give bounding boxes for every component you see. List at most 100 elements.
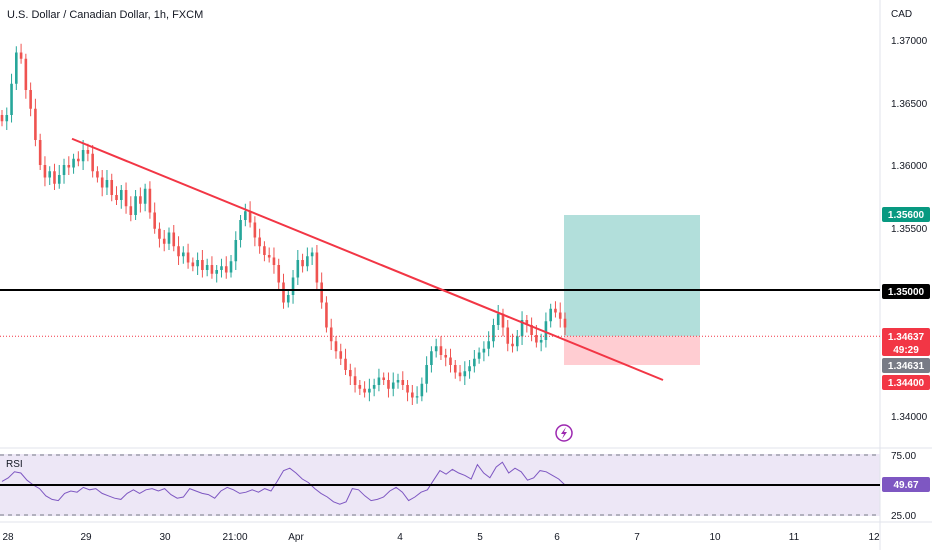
level-price-badge: 1.35000 xyxy=(882,284,930,299)
stop-price-label: 1.34400 xyxy=(888,378,925,389)
candle-body xyxy=(377,377,381,385)
candle-body xyxy=(563,318,567,328)
candle-body xyxy=(558,312,562,319)
x-tick-label: 12 xyxy=(868,532,880,543)
y-tick-label: 1.37000 xyxy=(891,36,928,47)
candle-body xyxy=(5,115,9,122)
rsi-tick-label: 25.00 xyxy=(891,511,916,522)
y-tick-label: 1.34000 xyxy=(891,412,928,423)
candle-body xyxy=(0,115,4,122)
x-tick-label: 30 xyxy=(159,532,171,543)
x-tick-label: 6 xyxy=(554,532,560,543)
chart-title: U.S. Dollar / Canadian Dollar, 1h, FXCM xyxy=(7,9,203,21)
level-price-label: 1.35000 xyxy=(888,287,925,298)
rsi-value-label: 49.67 xyxy=(893,480,918,491)
candle-body xyxy=(477,352,481,359)
candle-body xyxy=(53,171,56,184)
candle-body xyxy=(172,232,176,247)
candle-body xyxy=(544,321,548,340)
candle-body xyxy=(196,260,199,267)
candle-body xyxy=(444,355,448,358)
candle-body xyxy=(57,175,61,184)
candle-body xyxy=(473,358,476,367)
candle-body xyxy=(539,340,543,343)
candle-body xyxy=(29,90,32,109)
candle-body xyxy=(129,206,133,215)
candle-body xyxy=(38,140,42,165)
candle-body xyxy=(143,188,147,204)
currency-label: CAD xyxy=(891,9,912,20)
bid-price-badge: 1.34631 xyxy=(882,358,930,373)
candle-body xyxy=(263,246,266,255)
candle-body xyxy=(496,313,500,325)
candle-body xyxy=(234,240,238,262)
last-price-label: 1.34637 xyxy=(888,332,925,343)
candle-body xyxy=(244,211,247,220)
candle-body xyxy=(415,396,419,398)
candle-body xyxy=(401,380,405,385)
candle-body xyxy=(167,232,171,244)
candle-body xyxy=(286,295,290,303)
rsi-tick-label: 75.00 xyxy=(891,451,916,462)
y-tick-label: 1.36000 xyxy=(891,161,928,172)
candle-body xyxy=(525,320,529,325)
x-tick-label: 4 xyxy=(397,532,403,543)
candle-body xyxy=(77,158,80,162)
candle-body xyxy=(10,83,13,115)
rsi-title: RSI xyxy=(6,459,23,470)
x-tick-label: 7 xyxy=(634,532,640,543)
candle-body xyxy=(277,265,281,283)
candle-body xyxy=(258,237,261,247)
main-pane-background xyxy=(0,0,880,446)
candle-body xyxy=(110,180,114,195)
rsi-value-badge: 49.67 xyxy=(882,477,930,492)
candle-body xyxy=(34,108,37,140)
candle-body xyxy=(339,351,343,359)
candle-body xyxy=(501,313,505,328)
candle-body xyxy=(119,190,123,200)
candle-body xyxy=(468,366,471,372)
candle-body xyxy=(310,252,314,257)
candle-body xyxy=(315,252,319,283)
candle-body xyxy=(215,270,219,274)
candle-body xyxy=(282,282,285,303)
lightning-icon[interactable] xyxy=(555,424,573,442)
target-price-label: 1.35600 xyxy=(888,210,925,221)
target-zone[interactable] xyxy=(564,215,700,337)
candles-group xyxy=(0,43,567,405)
candle-body xyxy=(253,222,257,238)
price-axis-ticks: 1.37000 1.36500 1.36000 1.35500 1.34000 xyxy=(891,36,928,423)
candle-body xyxy=(191,262,195,267)
candle-body xyxy=(62,165,66,175)
candle-body xyxy=(372,385,376,389)
candle-body xyxy=(406,385,409,393)
candle-body xyxy=(334,341,338,352)
x-tick-label: 10 xyxy=(709,532,721,543)
candle-body xyxy=(463,371,467,377)
candle-body xyxy=(344,358,347,370)
x-tick-label: 11 xyxy=(789,532,800,543)
candle-body xyxy=(105,180,109,188)
candle-body xyxy=(67,165,71,168)
stop-zone[interactable] xyxy=(564,336,700,365)
candle-body xyxy=(162,238,166,244)
candle-body xyxy=(306,256,309,267)
x-tick-label: 29 xyxy=(80,532,92,543)
candle-body xyxy=(535,335,538,343)
candle-body xyxy=(124,190,128,207)
candle-body xyxy=(86,150,90,154)
candle-body xyxy=(139,196,142,204)
candle-body xyxy=(100,177,104,188)
candle-body xyxy=(210,265,214,274)
candle-body xyxy=(382,377,385,380)
candle-body xyxy=(520,320,524,337)
trend-line[interactable] xyxy=(71,137,664,381)
candle-body xyxy=(320,282,323,303)
candle-body xyxy=(81,150,85,162)
candle-body xyxy=(511,343,514,347)
candle-body xyxy=(186,252,190,263)
candle-body xyxy=(177,246,180,257)
candle-body xyxy=(506,327,510,344)
